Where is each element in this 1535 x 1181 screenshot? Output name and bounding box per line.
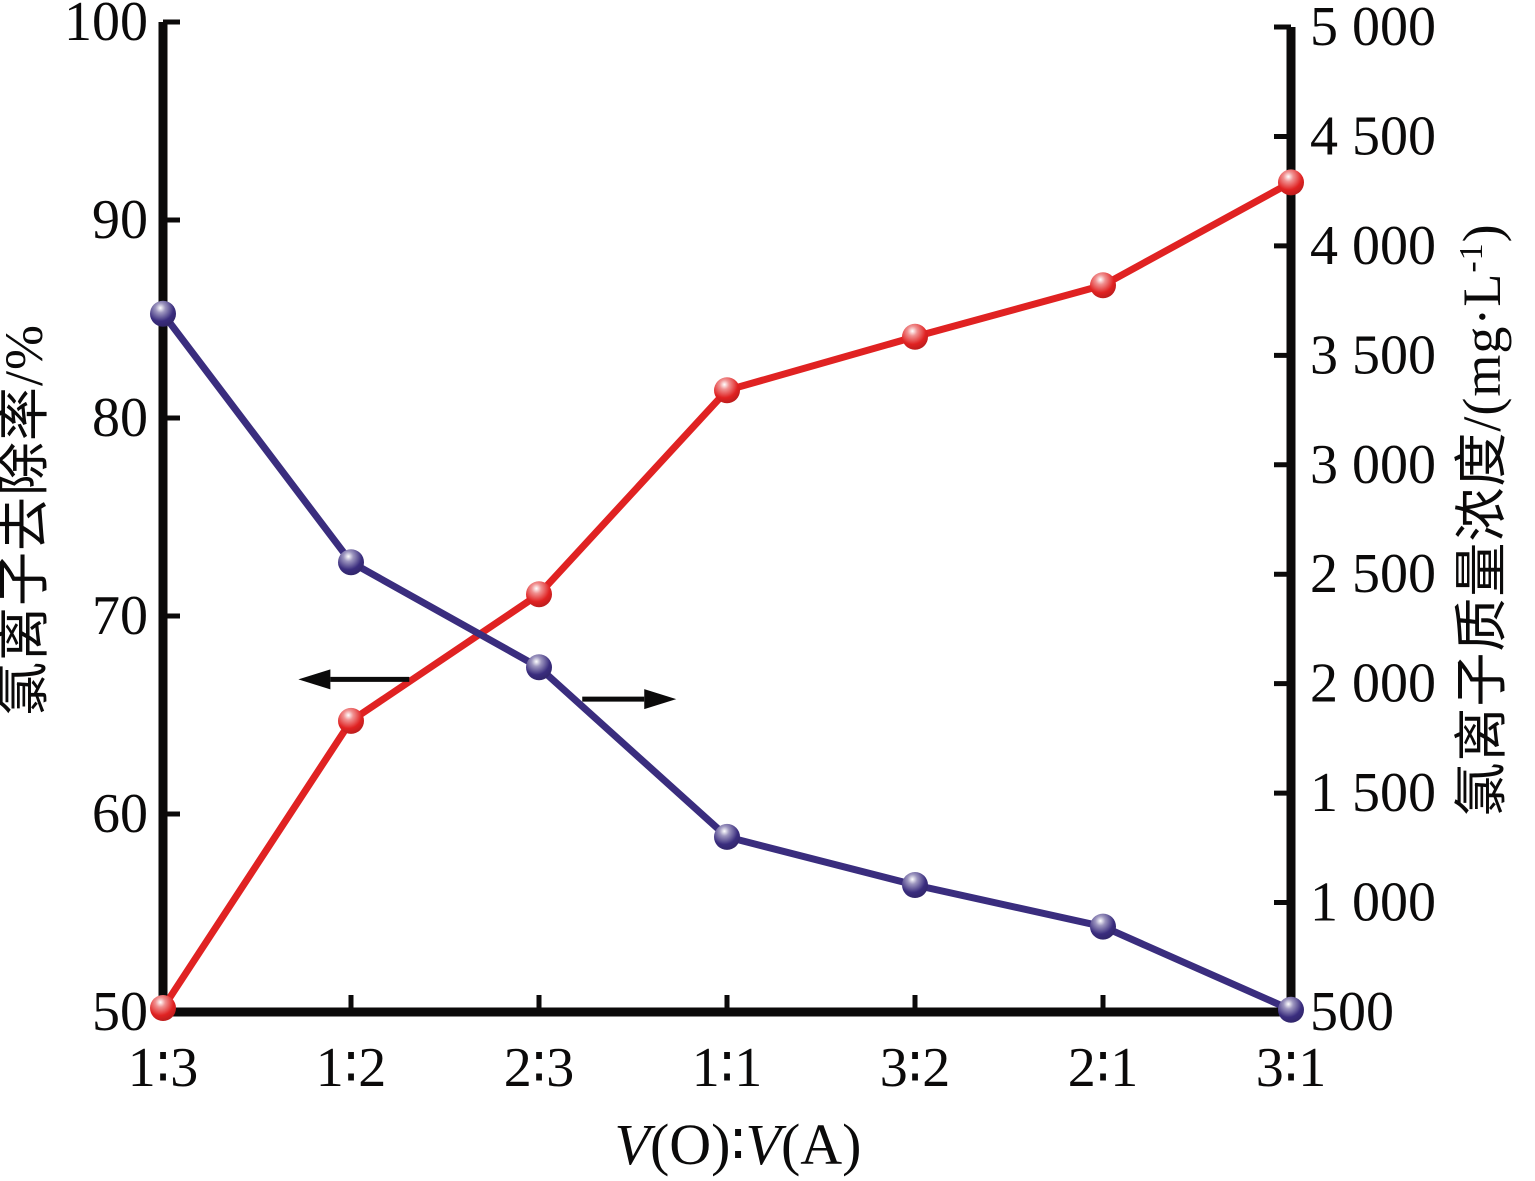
left-axis-tick-label: 100 [64, 0, 148, 53]
left-axis-tick-label: 80 [92, 387, 148, 449]
chloride-concentration-point [1090, 913, 1116, 940]
removal-rate-point [150, 995, 176, 1021]
x-axis-title-segment: (O)∶ [650, 1112, 746, 1177]
x-axis-tick-label: 2∶3 [504, 1037, 575, 1099]
x-axis-tick-label: 2∶1 [1068, 1037, 1139, 1099]
right-axis-tick-label: 4 500 [1310, 105, 1436, 167]
chloride-concentration-line [160, 311, 1293, 1014]
chloride-concentration-point [150, 300, 176, 327]
right-axis-tick-label: 3 500 [1310, 324, 1436, 386]
x-axis-title: V(O)∶V(A) [615, 1112, 862, 1177]
right-axis-title-close: ) [1452, 223, 1512, 242]
left-axis-tick-label: 90 [92, 189, 148, 251]
x-axis-title-segment: (A) [781, 1112, 862, 1177]
right-axis-tick-label: 5 000 [1310, 0, 1436, 58]
axes-layer: 100 90 80 70 60 50 5 000 4 500 4 000 3 500 3 000 2 … [64, 0, 1436, 1099]
axes-frame [158, 22, 1296, 1017]
removal-rate-point [1278, 169, 1304, 196]
removal-rate-point [714, 377, 740, 404]
right-axis-tick-label: 500 [1310, 981, 1394, 1043]
x-axis-tick-label: 1∶3 [128, 1037, 199, 1099]
right-axis-tick-label: 1 500 [1310, 762, 1436, 824]
x-axis-title-segment: V [615, 1112, 657, 1177]
x-axis-tick-label: 3∶2 [880, 1037, 951, 1099]
series-layer [150, 169, 1304, 1023]
left-axis-tick-label: 50 [92, 981, 148, 1043]
left-arrow-head [298, 669, 331, 690]
right-axis-tick-label: 4 000 [1310, 215, 1436, 277]
right-axis-tick-label: 1 000 [1310, 872, 1436, 934]
right-arrow-head [644, 689, 677, 710]
removal-rate-line [160, 179, 1293, 1010]
right-axis-title-superscript: -1 [1453, 242, 1490, 272]
chloride-concentration-point [902, 872, 928, 898]
right-axis-title: 氯离子质量浓度/(mg·L-1) [1452, 223, 1512, 816]
chloride-concentration-point [1278, 996, 1304, 1023]
x-axis-tick-label: 1∶2 [316, 1037, 387, 1099]
x-axis-tick-label: 1∶1 [692, 1037, 763, 1099]
removal-rate-point [338, 707, 364, 734]
left-axis-title: 氯离子去除率/% [0, 324, 54, 716]
right-axis-tick-label: 2 500 [1310, 543, 1436, 605]
removal-rate-point [902, 323, 928, 350]
x-axis-tick-label: 3∶1 [1256, 1037, 1327, 1099]
removal-rate-point [1090, 272, 1116, 299]
right-axis-title-main: 氯离子质量浓度/(mg·L [1452, 273, 1512, 817]
x-axis-title-segment: V [746, 1112, 788, 1177]
left-axis-tick-label: 70 [92, 585, 148, 647]
right-axis-tick-label: 3 000 [1310, 434, 1436, 496]
removal-rate-point [526, 581, 552, 608]
right-axis-tick-label: 2 000 [1310, 653, 1436, 715]
chloride-concentration-point [526, 654, 552, 681]
chloride-concentration-point [714, 823, 740, 850]
chloride-concentration-point [338, 549, 364, 576]
left-axis-tick-label: 60 [92, 783, 148, 845]
annotation-layer [298, 669, 677, 710]
